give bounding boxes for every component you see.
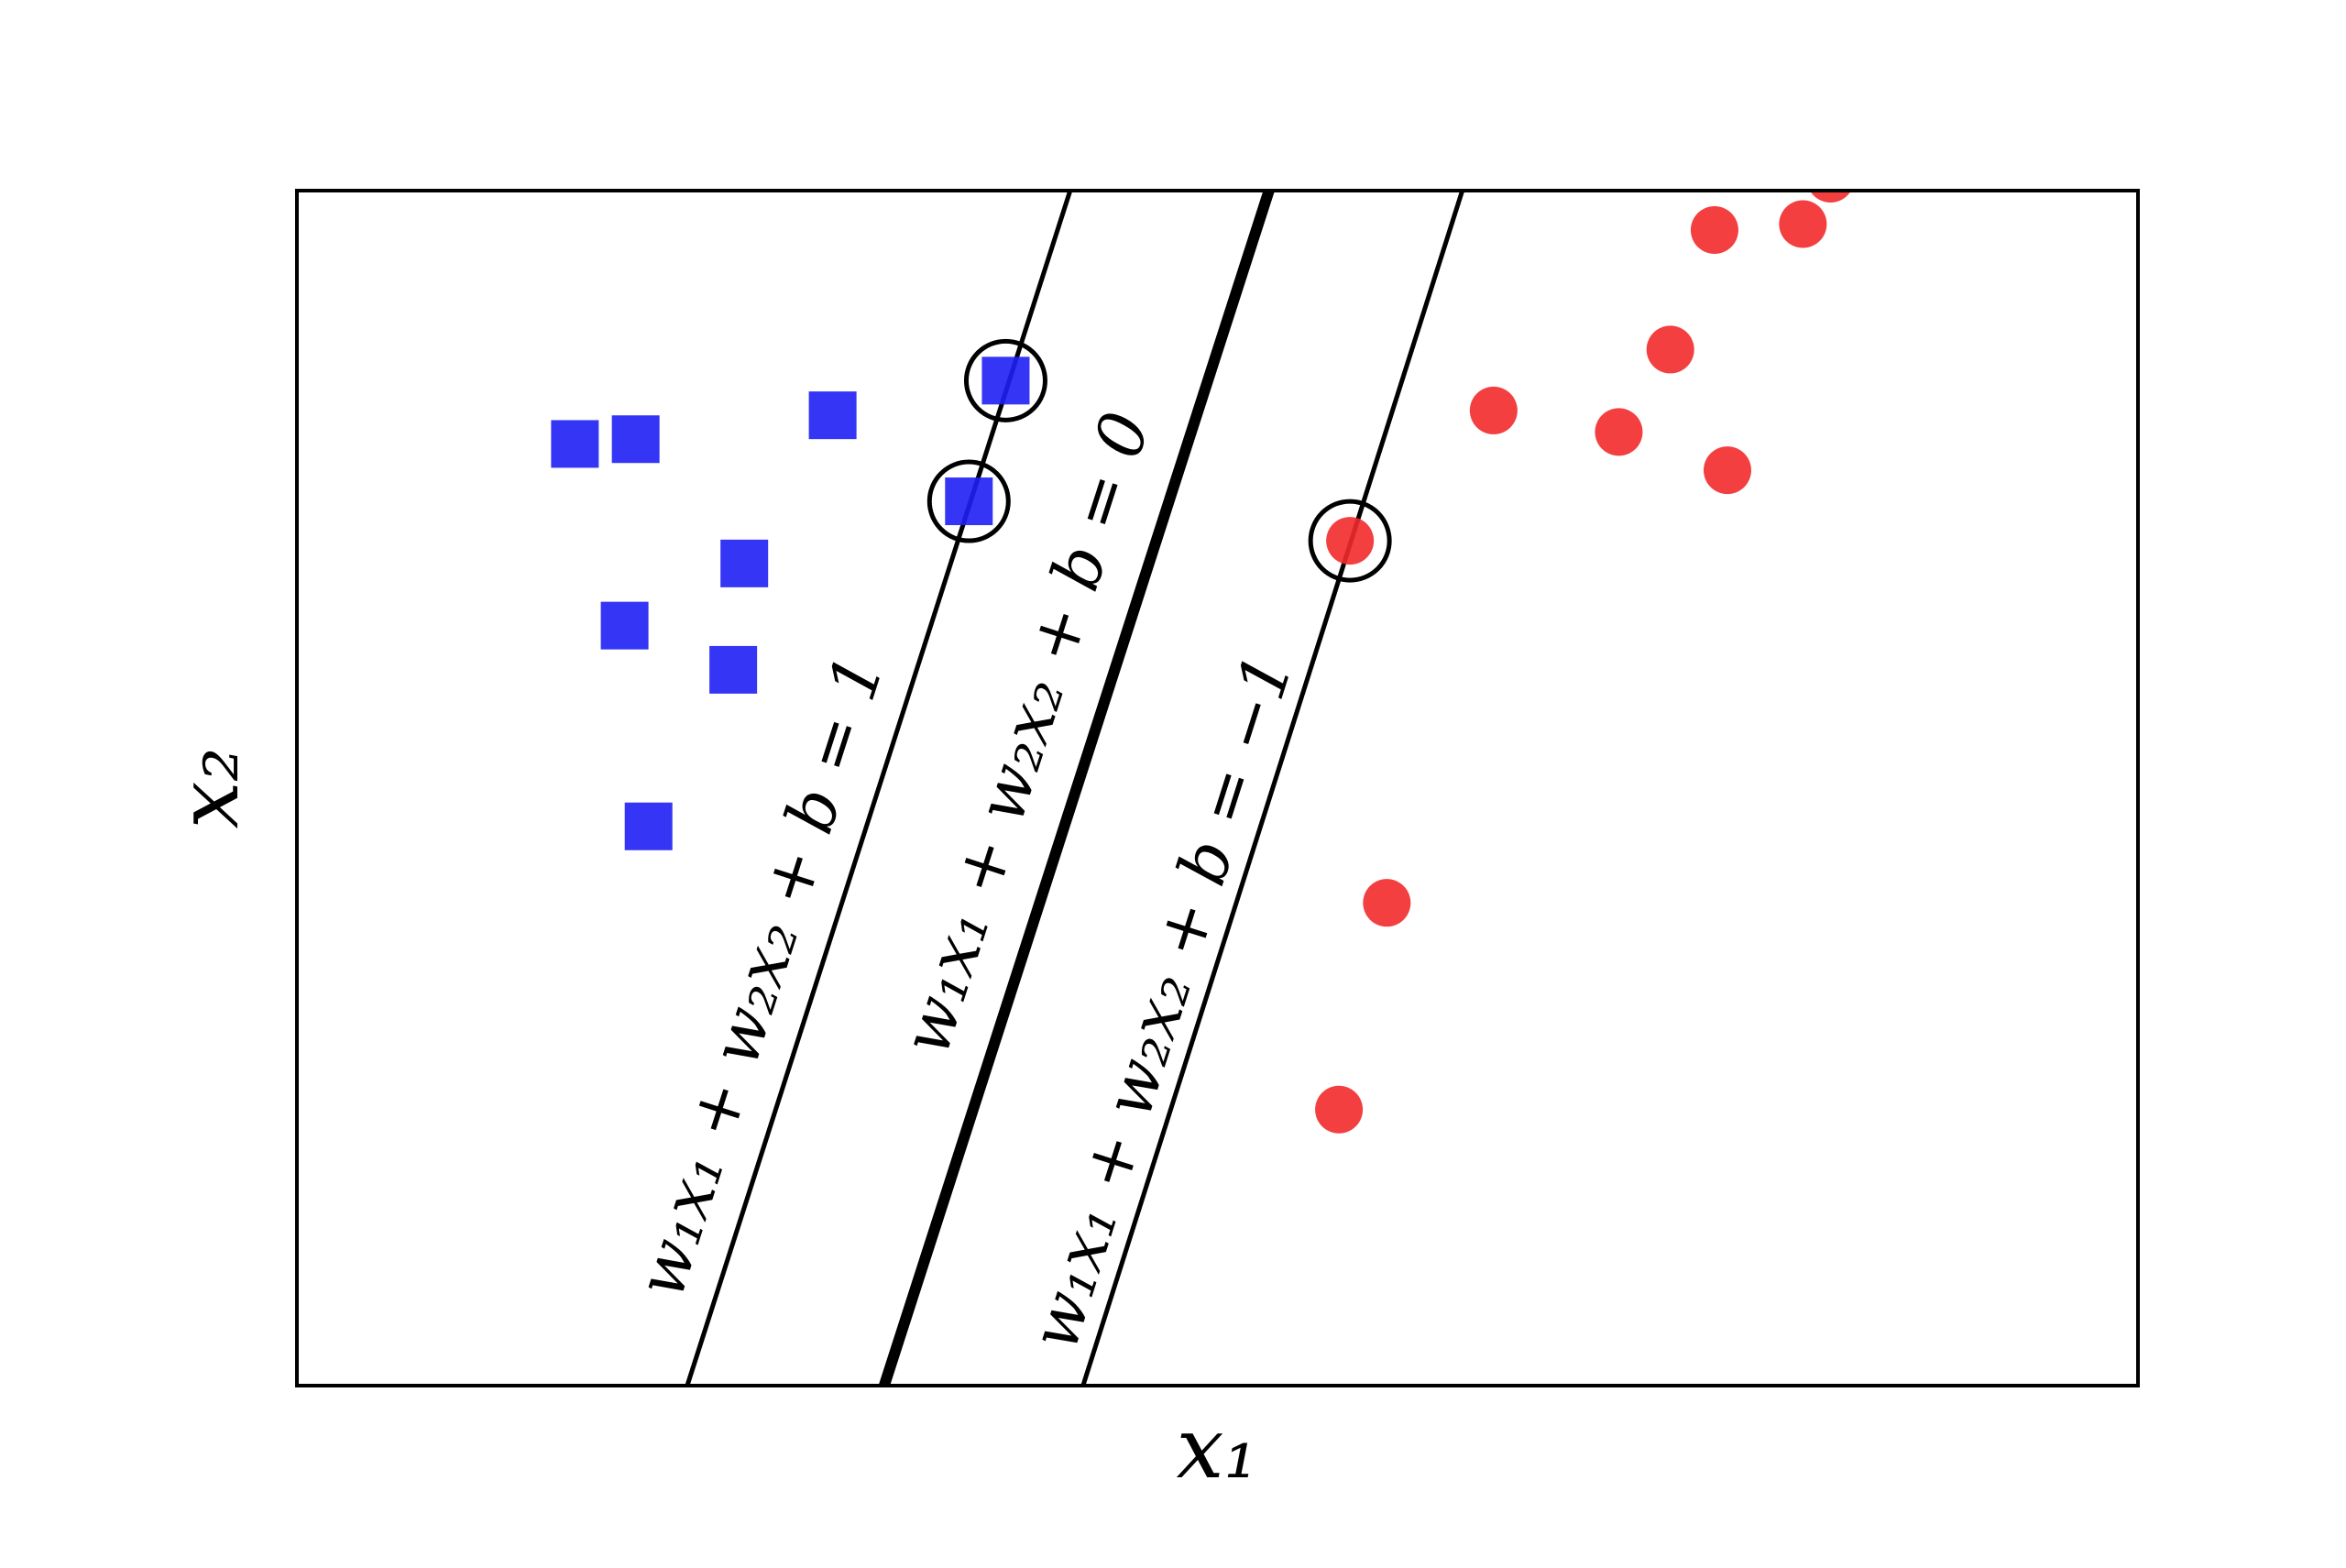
data-point xyxy=(1646,325,1694,374)
x-axis-label: x₁ xyxy=(1177,1399,1258,1497)
support-vector-ring xyxy=(1308,499,1392,583)
data-point xyxy=(720,539,769,587)
data-point xyxy=(945,477,993,526)
data-point xyxy=(981,356,1030,405)
decision-line xyxy=(879,191,1275,1386)
data-point xyxy=(1469,386,1518,434)
data-point xyxy=(1690,206,1738,255)
data-point xyxy=(551,420,599,468)
data-point xyxy=(624,802,673,850)
data-point xyxy=(1779,200,1827,248)
data-point xyxy=(1326,517,1375,565)
data-point xyxy=(1363,879,1411,927)
plot-frame xyxy=(295,189,2140,1387)
data-point xyxy=(709,645,758,694)
data-point xyxy=(1810,191,1851,203)
support-vector-ring xyxy=(963,338,1047,422)
plot-area xyxy=(551,191,1851,1386)
support-vector-ring xyxy=(926,459,1011,543)
data-point xyxy=(600,601,649,650)
data-point xyxy=(1703,446,1751,495)
decision-line xyxy=(1080,191,1465,1386)
data-point xyxy=(1595,408,1643,456)
y-axis-label: x₂ xyxy=(159,748,258,829)
data-point xyxy=(611,415,660,464)
data-point xyxy=(808,391,857,440)
line-label: w₁x₁ + w₂x₂ + b = 1 xyxy=(621,646,899,1307)
data-point xyxy=(1315,1085,1364,1134)
